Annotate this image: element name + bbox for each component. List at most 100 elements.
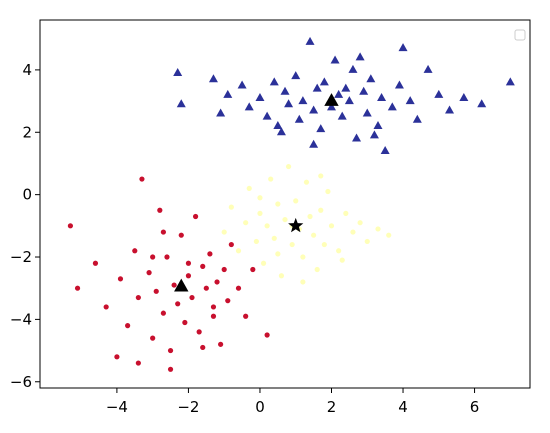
point bbox=[364, 238, 370, 245]
point bbox=[225, 298, 231, 304]
plot-frame bbox=[39, 19, 531, 389]
x-tick-label: 0 bbox=[255, 398, 265, 416]
x-tick-label: 4 bbox=[398, 398, 408, 416]
point bbox=[319, 77, 329, 86]
point bbox=[300, 279, 306, 285]
y-tick-label: 2 bbox=[22, 123, 32, 141]
point bbox=[221, 229, 227, 235]
point bbox=[386, 232, 392, 238]
y-tick-label: −6 bbox=[10, 373, 32, 391]
legend-box bbox=[514, 29, 526, 41]
y-tick-label: −2 bbox=[10, 248, 32, 266]
point bbox=[268, 176, 274, 182]
point bbox=[196, 329, 202, 335]
point bbox=[228, 241, 234, 248]
point bbox=[167, 347, 174, 354]
point bbox=[273, 121, 283, 130]
point bbox=[117, 276, 124, 282]
point bbox=[298, 96, 308, 105]
point bbox=[153, 288, 159, 294]
point bbox=[253, 238, 259, 245]
point bbox=[330, 55, 340, 64]
point bbox=[341, 83, 351, 92]
point bbox=[293, 198, 299, 204]
point bbox=[214, 279, 220, 285]
point bbox=[412, 114, 422, 123]
point bbox=[459, 92, 469, 101]
point bbox=[328, 223, 335, 229]
point bbox=[167, 366, 174, 372]
center-marker bbox=[174, 278, 189, 292]
point bbox=[405, 96, 415, 105]
point bbox=[373, 121, 383, 130]
point bbox=[189, 294, 195, 301]
y-tick-label: 4 bbox=[22, 61, 32, 79]
point bbox=[210, 313, 217, 319]
point bbox=[103, 304, 109, 310]
point bbox=[250, 266, 256, 273]
point bbox=[139, 176, 145, 182]
center-marker bbox=[288, 217, 304, 233]
point bbox=[316, 124, 326, 133]
point bbox=[182, 319, 188, 326]
point bbox=[477, 99, 487, 108]
point bbox=[264, 223, 270, 229]
point bbox=[269, 77, 279, 86]
point bbox=[125, 323, 131, 329]
point bbox=[228, 204, 234, 210]
point bbox=[164, 254, 170, 260]
point bbox=[157, 207, 163, 213]
x-tick-label: 2 bbox=[327, 398, 337, 416]
point bbox=[321, 241, 327, 248]
point bbox=[160, 310, 166, 316]
point bbox=[67, 223, 74, 229]
point bbox=[337, 111, 347, 120]
point bbox=[243, 313, 249, 319]
point bbox=[300, 254, 306, 260]
point bbox=[135, 360, 141, 366]
point bbox=[291, 71, 301, 80]
point bbox=[359, 86, 369, 95]
point bbox=[334, 89, 344, 98]
point bbox=[216, 108, 226, 117]
x-tick-label: −4 bbox=[106, 398, 128, 416]
point bbox=[377, 92, 387, 101]
point bbox=[369, 130, 379, 139]
point bbox=[294, 114, 304, 123]
point bbox=[278, 273, 285, 279]
point bbox=[309, 105, 319, 114]
point bbox=[203, 285, 209, 291]
point bbox=[244, 102, 254, 111]
point bbox=[257, 210, 263, 216]
point bbox=[326, 102, 336, 111]
point bbox=[357, 220, 363, 226]
y-tick-label: −4 bbox=[10, 310, 32, 328]
point bbox=[348, 64, 358, 73]
point bbox=[208, 74, 218, 83]
point bbox=[210, 304, 217, 310]
point bbox=[271, 235, 277, 241]
point bbox=[114, 354, 120, 360]
point bbox=[178, 232, 184, 238]
point bbox=[375, 226, 381, 232]
point bbox=[173, 68, 183, 77]
x-tick-label: −2 bbox=[177, 398, 199, 416]
point bbox=[218, 341, 224, 347]
point bbox=[243, 220, 249, 226]
point bbox=[132, 248, 138, 254]
point bbox=[176, 99, 186, 108]
point bbox=[246, 185, 252, 192]
point bbox=[257, 195, 263, 201]
point bbox=[135, 294, 141, 301]
x-tick-label: 6 bbox=[470, 398, 480, 416]
point bbox=[445, 105, 455, 114]
point bbox=[276, 127, 286, 136]
point bbox=[74, 285, 81, 291]
point bbox=[150, 335, 156, 341]
point bbox=[185, 260, 192, 266]
point bbox=[336, 248, 342, 254]
point bbox=[235, 248, 242, 254]
point bbox=[343, 210, 349, 216]
point bbox=[223, 89, 233, 98]
